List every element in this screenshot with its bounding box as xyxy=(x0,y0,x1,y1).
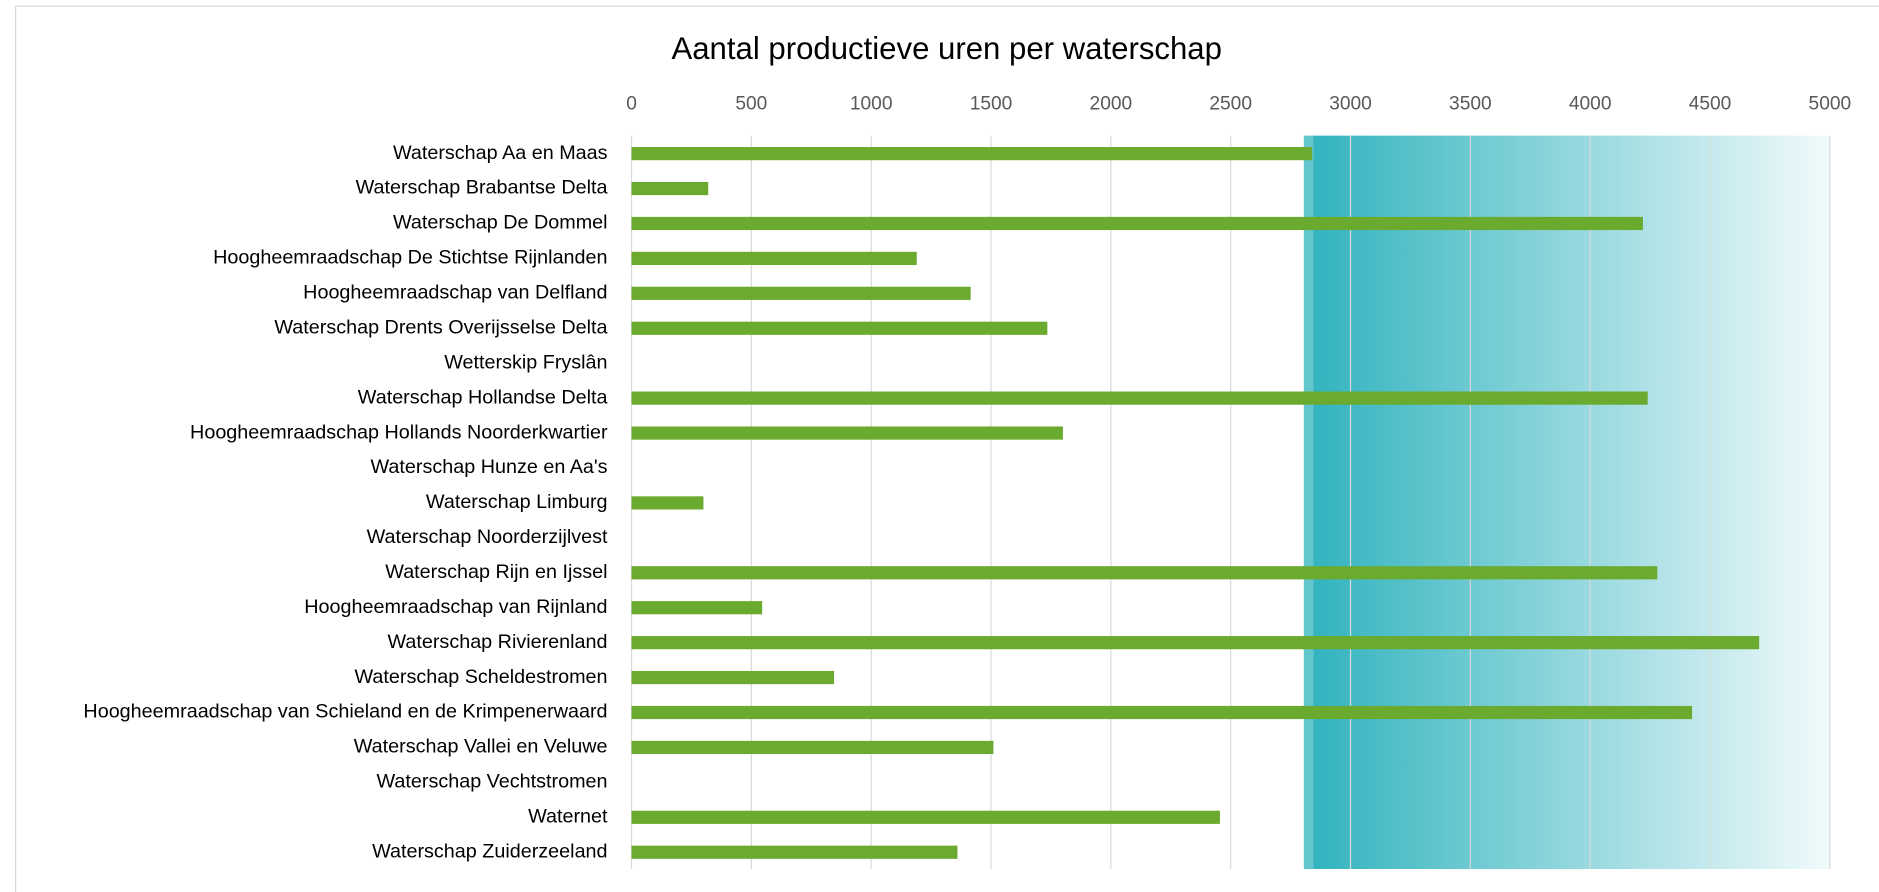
x-tick-label: 5000 xyxy=(1809,94,1852,115)
bar xyxy=(631,251,917,265)
y-tick-label: Waterschap Drents Overijsselse Delta xyxy=(274,316,607,338)
y-tick-label: Waterschap Rivierenland xyxy=(387,631,607,653)
x-tick-label: 4500 xyxy=(1689,94,1732,115)
bar xyxy=(631,286,971,300)
y-tick-label: Waterschap De Dommel xyxy=(393,212,608,234)
y-tick-label: Waterschap Hunze en Aa's xyxy=(370,456,607,478)
y-tick-label: Waterschap Scheldestromen xyxy=(355,666,608,688)
bar xyxy=(631,705,1693,720)
y-tick-label: Hoogheemraadschap De Stichtse Rijnlanden xyxy=(213,247,607,269)
x-tick-label: 4000 xyxy=(1569,94,1612,115)
x-tick-label: 3500 xyxy=(1449,94,1492,115)
chart-title: Aantal productieve uren per waterschap xyxy=(671,31,1221,66)
y-tick-label: Waterschap Rijn en Ijssel xyxy=(385,561,607,583)
y-tick-label: Waterschap Brabantse Delta xyxy=(356,177,608,199)
y-tick-label: Wetterskip Fryslân xyxy=(444,351,607,373)
x-tick-label: 3000 xyxy=(1329,94,1372,115)
bar xyxy=(631,391,1648,405)
x-tick-label: 2000 xyxy=(1090,94,1133,115)
bar xyxy=(631,181,709,196)
bar xyxy=(631,845,958,859)
bar xyxy=(631,740,994,755)
bar xyxy=(631,216,1643,231)
y-tick-label: Waterschap Aa en Maas xyxy=(393,142,608,164)
x-tick-label: 1000 xyxy=(850,94,893,115)
bar xyxy=(631,810,1220,824)
bar xyxy=(631,426,1063,440)
bar xyxy=(631,147,1313,161)
y-tick-label: Waterschap Vallei en Veluwe xyxy=(354,736,608,758)
bar xyxy=(631,321,1048,335)
x-tick-label: 1500 xyxy=(970,94,1013,115)
bar xyxy=(631,636,1760,650)
y-tick-label: Waterschap Limburg xyxy=(426,491,608,513)
y-tick-label: Hoogheemraadschap van Delfland xyxy=(303,282,607,304)
y-tick-label: Hoogheemraadschap van Schieland en de Kr… xyxy=(83,701,607,723)
y-tick-label: Hoogheemraadschap van Rijnland xyxy=(304,596,607,618)
x-tick-label: 2500 xyxy=(1209,94,1252,115)
bar xyxy=(631,670,835,685)
bar xyxy=(631,601,763,615)
bar xyxy=(631,566,1658,580)
y-tick-label: Waternet xyxy=(528,806,608,828)
y-tick-label: Hoogheemraadschap Hollands Noorderkwarti… xyxy=(190,421,608,443)
y-tick-label: Waterschap Zuiderzeeland xyxy=(372,840,607,862)
shaded-range xyxy=(1303,135,1830,870)
x-tick-label: 500 xyxy=(735,94,767,115)
bar xyxy=(631,496,704,510)
y-tick-label: Waterschap Noorderzijlvest xyxy=(367,526,608,548)
y-tick-label: Waterschap Hollandse Delta xyxy=(358,386,608,408)
y-tick-label: Waterschap Vechtstromen xyxy=(376,771,607,793)
x-tick-label: 0 xyxy=(626,94,637,115)
